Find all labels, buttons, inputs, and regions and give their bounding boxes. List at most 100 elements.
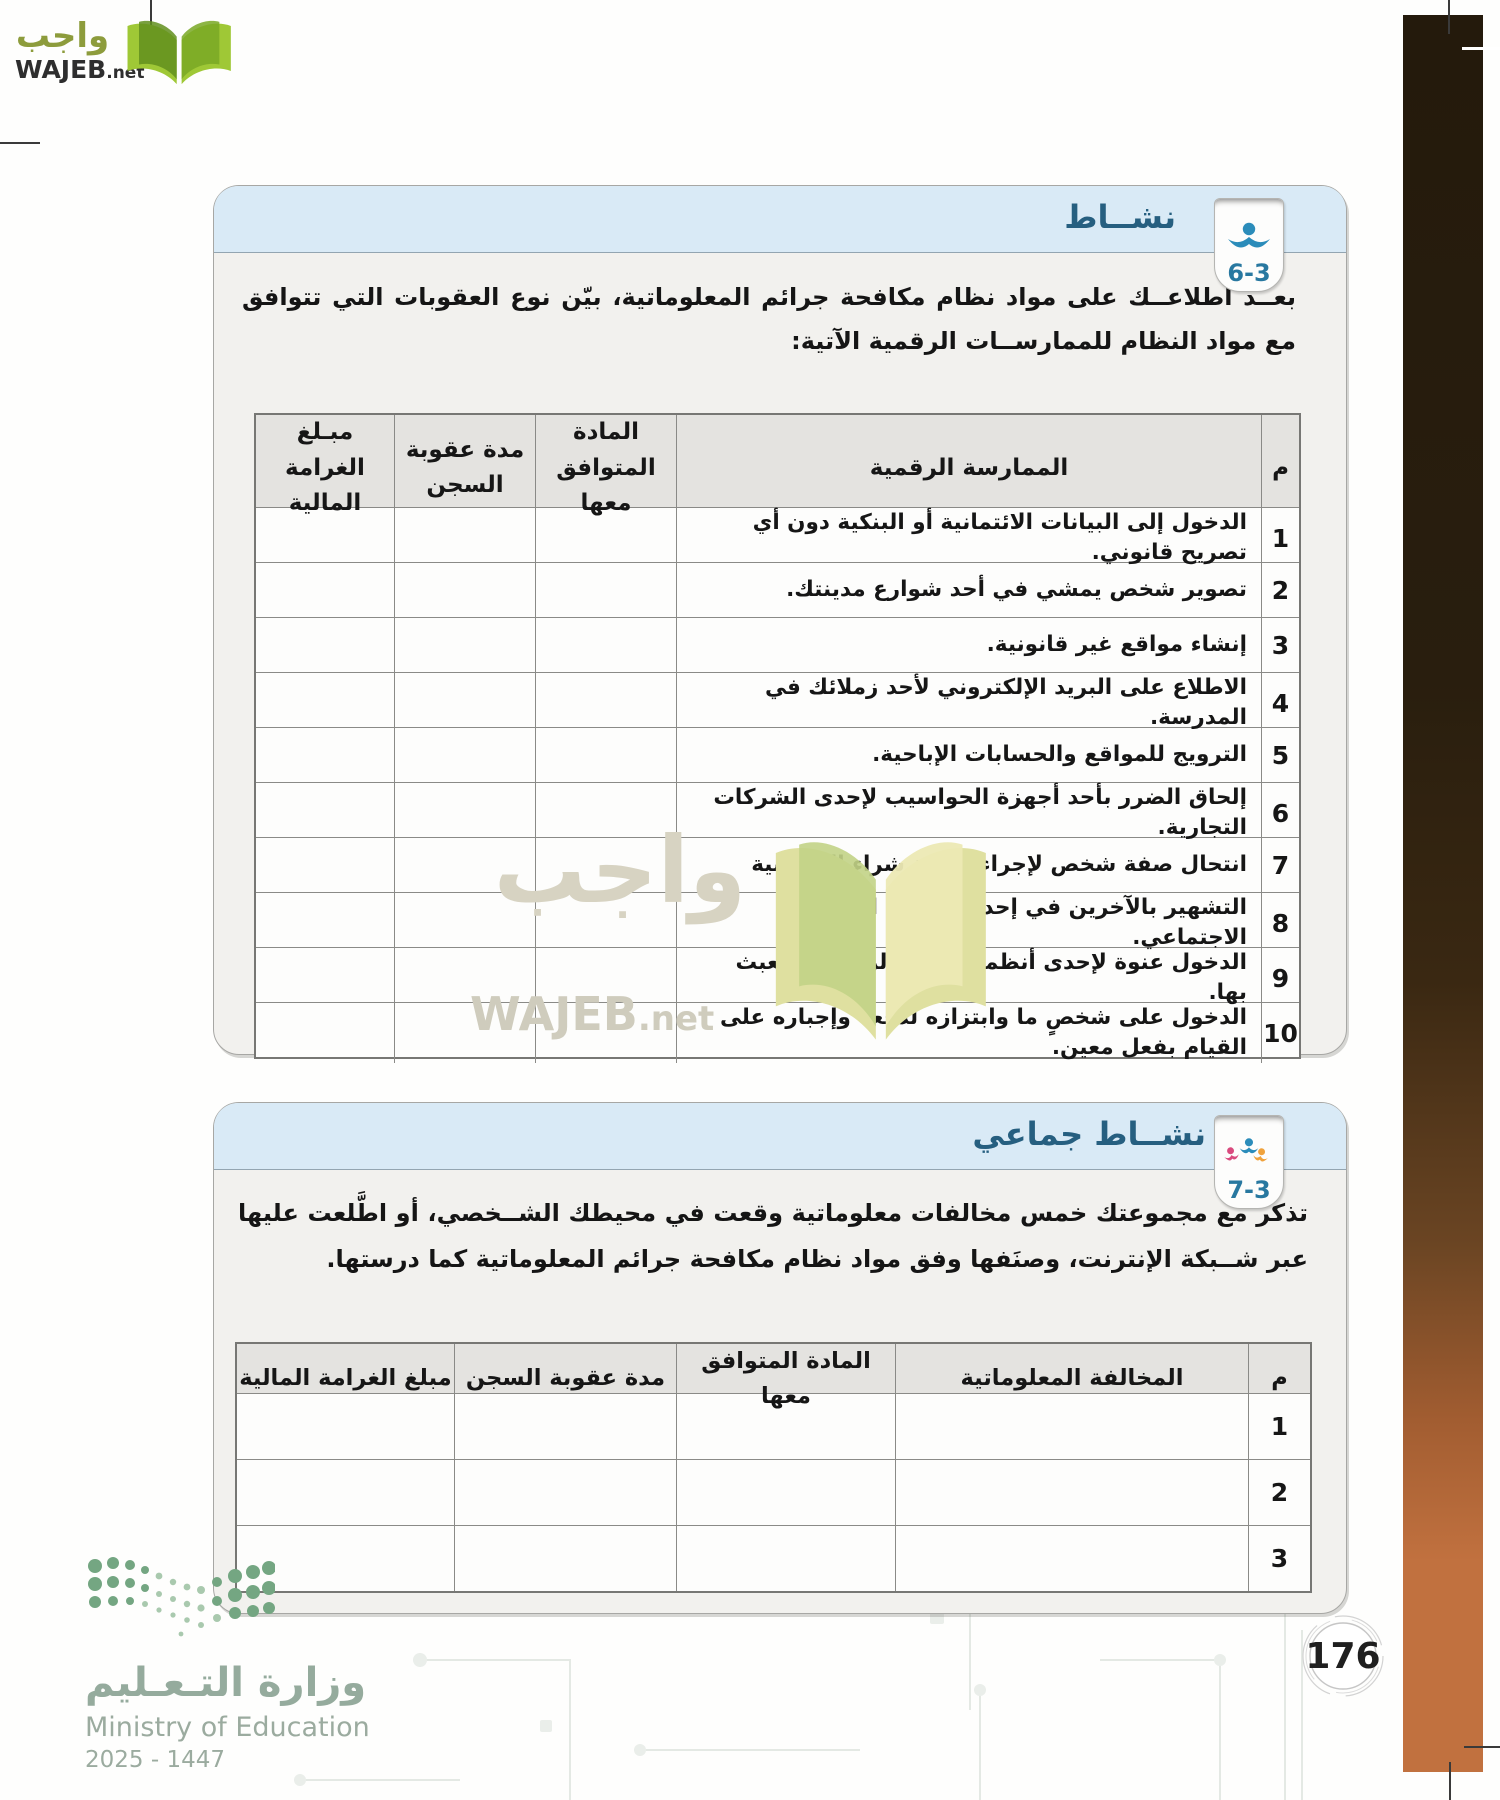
table-row: 3 إنشاء مواقع غير قانونية. [256,617,1299,672]
article-cell-empty [535,783,676,844]
prison-cell-empty [394,783,535,844]
practice-cell: الدخول عنوة لإحدى أنظمة الدولة الرقمية و… [676,948,1261,1009]
article-cell-empty [535,508,676,569]
article-cell-empty [535,838,676,892]
row-number: 1 [1261,508,1299,569]
row-number: 4 [1261,673,1299,734]
row-number: 6 [1261,783,1299,844]
article-cell-empty [676,1526,895,1591]
table-row: 2 تصوير شخص يمشي في أحد شوارع مدينتك. [256,562,1299,617]
article-cell-empty [535,948,676,1009]
table-row: 6 إلحاق الضرر بأحد أجهزة الحواسيب لإحدى … [256,782,1299,844]
crop-mark [1449,1762,1451,1800]
wajeb-logo-arabic: واجب [15,16,110,56]
fine-cell-empty [237,1460,454,1525]
practice-cell: إلحاق الضرر بأحد أجهزة الحواسيب لإحدى ال… [676,783,1261,844]
practice-cell: الدخول على شخصٍ ما وابتزازه لدفعه وإجبار… [676,1003,1261,1064]
col-header-article: المادة المتوافق معها [676,1344,895,1414]
row-number: 9 [1261,948,1299,1009]
prison-cell-empty [394,563,535,617]
row-number: 2 [1248,1460,1310,1525]
prison-cell-empty [394,1003,535,1064]
row-number: 3 [1248,1526,1310,1591]
fine-cell-empty [256,893,394,953]
article-cell-empty [676,1460,895,1525]
activity-box-6-3: نشــاط 6-3 بعــد اطلاعــك على مواد نظام … [213,185,1347,1064]
row-number: 1 [1248,1394,1310,1459]
col-header-num: م [1261,415,1299,522]
prison-cell-empty [394,838,535,892]
article-cell-empty [676,1394,895,1459]
row-number: 5 [1261,728,1299,782]
activity-2-badge: 7-3 [1214,1115,1284,1209]
practice-cell: انتحال صفة شخص لإجراء عملية شراء إلكترون… [676,838,1261,892]
fine-cell-empty [256,1003,394,1063]
practice-cell: الدخول إلى البيانات الائتمانية أو البنكي… [676,508,1261,569]
single-person-icon [1228,222,1270,248]
table-row: 1 الدخول إلى البيانات الائتمانية أو البن… [256,507,1299,569]
crop-mark [0,142,40,144]
row-number: 2 [1261,563,1299,617]
prison-cell-empty [454,1526,676,1591]
table-row: 9 الدخول عنوة لإحدى أنظمة الدولة الرقمية… [256,947,1299,1009]
fine-cell-empty [256,618,394,672]
article-cell-empty [535,673,676,734]
ministry-english-name: Ministry of Education [85,1712,370,1743]
table-2-header-row: م المخالفة المعلوماتية المادة المتوافق م… [237,1344,1310,1414]
practice-cell: الاطلاع على البريد الإلكتروني لأحد زملائ… [676,673,1261,734]
activity-2-intro: تذكر مع مجموعتك خمس مخالفات معلوماتية وق… [238,1199,1308,1273]
col-header-num: م [1248,1344,1310,1414]
activity-2-table: م المخالفة المعلوماتية المادة المتوافق م… [235,1342,1312,1593]
row-number: 3 [1261,618,1299,672]
col-header-prison: مدة عقوبة السجن [454,1344,676,1414]
fine-cell-empty [256,838,394,892]
prison-cell-empty [394,948,535,1009]
prison-cell-empty [394,728,535,782]
row-number: 8 [1261,893,1299,954]
practice-cell: تصوير شخص يمشي في أحد شوارع مدينتك. [676,563,1261,617]
col-header-prison: مدة عقوبة السجن [394,415,535,522]
practice-cell: التشهير بالآخرين في إحدى وسائل التواصل ا… [676,893,1261,954]
violation-cell-empty [895,1526,1248,1591]
table-row: 4 الاطلاع على البريد الإلكتروني لأحد زمل… [256,672,1299,734]
article-cell-empty [535,618,676,672]
crop-mark [1448,0,1450,34]
article-cell-empty [535,893,676,954]
prison-cell-empty [394,893,535,954]
fine-cell-empty [256,673,394,733]
table-row: 10 الدخول على شخصٍ ما وابتزازه لدفعه وإج… [256,1002,1299,1064]
wajeb-logo-latin: WAJEB.net [15,55,145,85]
violation-cell-empty [895,1460,1248,1525]
activity-1-header: نشــاط 6-3 [214,186,1346,292]
crop-mark [1464,1746,1500,1748]
article-cell-empty [535,728,676,782]
table-row: 8 التشهير بالآخرين في إحدى وسائل التواصل… [256,892,1299,954]
row-number: 7 [1261,838,1299,892]
activity-2-header: نشــاط جماعي 7-3 [214,1103,1346,1209]
fine-cell-empty [256,563,394,617]
table-row: 3 [237,1525,1310,1591]
activity-1-table: م الممارسة الرقمية المادة المتوافق معها … [254,413,1301,1064]
wajeb-book-icon [127,20,231,85]
prison-cell-empty [454,1460,676,1525]
violation-cell-empty [895,1394,1248,1459]
fine-cell-empty [256,948,394,1008]
activity-1-title: نشــاط [1064,198,1176,236]
fine-cell-empty [256,508,394,568]
activity-box-7-3: نشــاط جماعي 7-3 [213,1102,1347,1614]
col-header-practice: الممارسة الرقمية [676,415,1261,522]
table-row: 1 [237,1393,1310,1459]
page-number-badge: 176 [1295,1608,1391,1704]
fine-cell-empty [256,783,394,843]
table-row: 7 انتحال صفة شخص لإجراء عملية شراء إلكتر… [256,837,1299,892]
row-number: 10 [1261,1003,1299,1064]
table-row: 2 [237,1459,1310,1525]
prison-cell-empty [394,618,535,672]
practice-cell: إنشاء مواقع غير قانونية. [676,618,1261,672]
table-row: 5 الترويج للمواقع والحسابات الإباحية. [256,727,1299,782]
activity-2-title: نشــاط جماعي [972,1115,1206,1153]
col-header-violation: المخالفة المعلوماتية [895,1344,1248,1414]
activity-1-badge: 6-3 [1214,198,1284,292]
prison-cell-empty [454,1394,676,1459]
